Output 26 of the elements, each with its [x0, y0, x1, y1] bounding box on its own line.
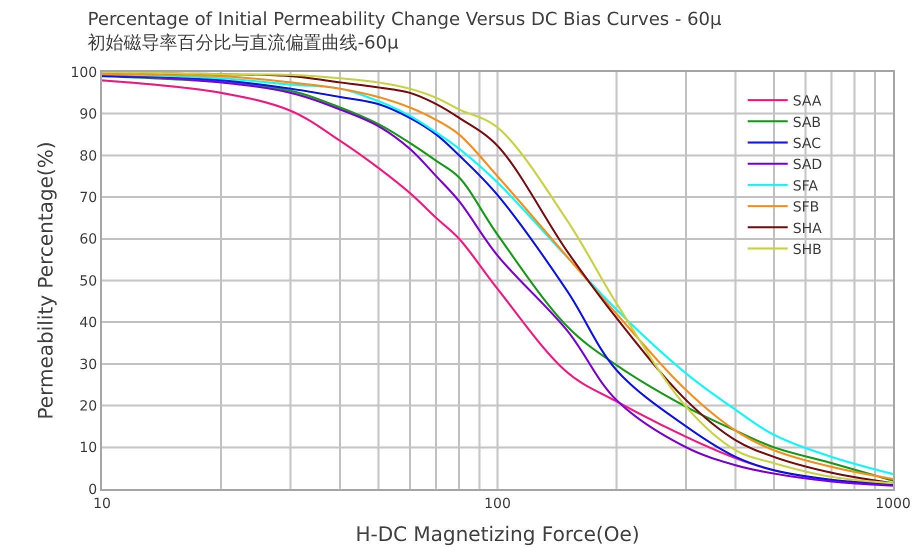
legend-label: SHA	[792, 220, 822, 237]
x-axis-title: H-DC Magnetizing Force(Oe)	[355, 522, 640, 546]
x-tick-label: 100	[484, 496, 511, 512]
legend-label: SAC	[792, 136, 822, 152]
legend-label: SFA	[792, 178, 818, 194]
x-tick-label: 1000	[875, 496, 911, 512]
y-tick-label: 10	[79, 440, 98, 456]
legend-label: SAD	[792, 157, 822, 174]
y-tick-label: 60	[79, 232, 98, 248]
x-tick-label: 10	[93, 496, 111, 512]
legend-label: SAA	[792, 94, 822, 110]
chart-subtitle: 初始磁导率百分比与直流偏置曲线-60μ	[88, 32, 400, 54]
y-tick-label: 70	[79, 190, 98, 206]
y-tick-label: 90	[79, 106, 98, 123]
y-tick-label: 50	[79, 273, 98, 290]
y-tick-label: 0	[88, 482, 98, 498]
y-axis-title: Permeability Percentage(%)	[33, 141, 58, 420]
legend-label: SFB	[792, 200, 820, 216]
y-tick-label: 30	[79, 356, 98, 373]
chart-title: Percentage of Initial Permeability Change Versus DC Bias Curves - 60μ	[88, 8, 722, 30]
legend-label: SAB	[792, 114, 822, 131]
y-tick-label: 80	[79, 148, 98, 164]
y-tick-label: 20	[79, 398, 98, 414]
y-tick-label: 100	[70, 64, 98, 81]
y-tick-label: 40	[79, 315, 98, 332]
legend-label: SHB	[792, 242, 822, 258]
